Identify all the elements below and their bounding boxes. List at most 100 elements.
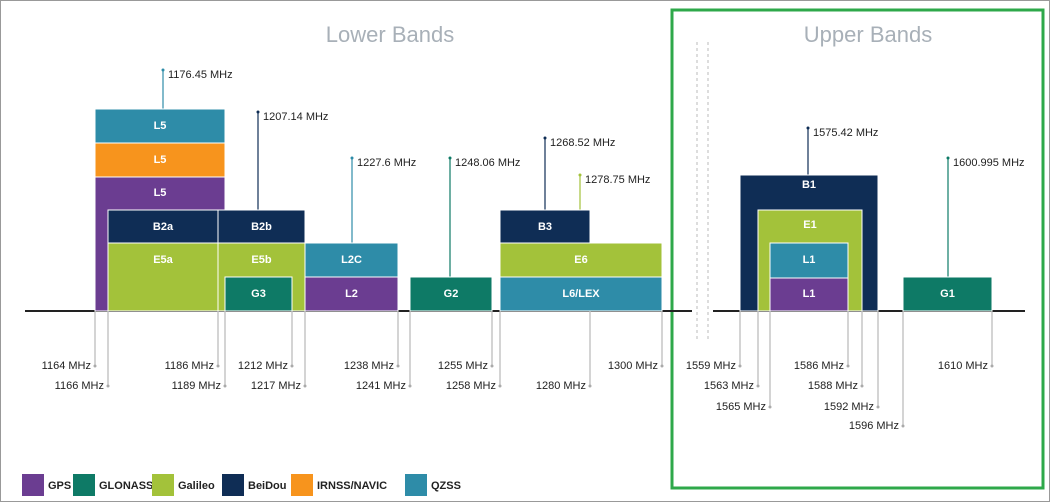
band-edge: 1186 MHz: [165, 360, 214, 372]
edge-dot: [846, 364, 850, 368]
band-edge: 1212 MHz: [238, 360, 288, 372]
marker-dot: [256, 110, 260, 114]
band-edge: 1164 MHz: [42, 360, 91, 372]
legend-label: QZSS: [431, 480, 461, 492]
band-edge: 1559 MHz: [686, 360, 736, 372]
band-edge: 1217 MHz: [251, 380, 301, 392]
edge-dot: [303, 384, 307, 388]
band-edge: 1586 MHz: [794, 360, 844, 372]
block-label: L1: [803, 254, 816, 266]
legend-label: BeiDou: [248, 480, 287, 492]
band-edge: 1592 MHz: [824, 401, 874, 413]
legend-label: GLONASS: [99, 480, 153, 492]
band-edge: 1300 MHz: [608, 360, 658, 372]
center-frequency: 1278.75 MHz: [585, 174, 650, 186]
center-frequency: 1575.42 MHz: [813, 127, 878, 139]
band-block: [499, 242, 663, 278]
legend-swatch: [22, 474, 44, 496]
center-frequency: 1207.14 MHz: [263, 111, 328, 123]
edge-dot: [223, 384, 227, 388]
edge-dot: [290, 364, 294, 368]
edge-dot: [93, 364, 97, 368]
block-label: L5: [154, 187, 167, 199]
upper-band-box: [670, 8, 1045, 490]
block-label: E5b: [251, 254, 271, 266]
marker-dot: [543, 136, 547, 140]
lower-title: Lower Bands: [326, 22, 454, 47]
edge-dot: [768, 405, 772, 409]
band-edge: 1588 MHz: [808, 380, 858, 392]
legend-label: IRNSS/NAVIC: [317, 480, 387, 492]
upper-title: Upper Bands: [804, 22, 932, 47]
legend-swatch: [291, 474, 313, 496]
edge-dot: [876, 405, 880, 409]
block-label: B1: [802, 179, 816, 191]
band-edge: 1596 MHz: [849, 420, 899, 432]
edge-dot: [106, 384, 110, 388]
block-label: L2C: [341, 254, 362, 266]
band-edge: 1563 MHz: [704, 380, 754, 392]
marker-dot: [350, 156, 354, 160]
edge-dot: [660, 364, 664, 368]
band-block: [769, 277, 849, 312]
band-edge: 1610 MHz: [938, 360, 988, 372]
band-block: [499, 276, 663, 312]
block-label: E1: [803, 219, 816, 231]
band-edge: 1258 MHz: [446, 380, 496, 392]
edge-dot: [408, 384, 412, 388]
band-edge: 1241 MHz: [356, 380, 406, 392]
marker-dot: [946, 156, 950, 160]
band-block: [304, 242, 399, 278]
center-frequency: 1268.52 MHz: [550, 137, 615, 149]
block-label: G1: [940, 288, 955, 300]
legend-swatch: [73, 474, 95, 496]
legend-label: GPS: [48, 480, 71, 492]
block-label: L1: [803, 288, 816, 300]
block-label: G2: [444, 288, 459, 300]
legend-swatch: [405, 474, 427, 496]
band-edge: 1565 MHz: [716, 401, 766, 413]
band-block: [107, 242, 219, 312]
band-edge: 1189 MHz: [172, 380, 221, 392]
center-frequency: 1600.995 MHz: [953, 157, 1025, 169]
block-label: B3: [538, 221, 552, 233]
block-label: B2a: [153, 221, 174, 233]
marker-dot: [578, 173, 582, 177]
edge-dot: [738, 364, 742, 368]
block-label: L5: [154, 120, 167, 132]
block-label: E5a: [153, 254, 173, 266]
edge-dot: [860, 384, 864, 388]
center-frequency: 1248.06 MHz: [455, 157, 520, 169]
block-label: E6: [574, 254, 587, 266]
edge-dot: [990, 364, 994, 368]
marker-dot: [806, 126, 810, 130]
marker-dot: [448, 156, 452, 160]
band-edge: 1255 MHz: [438, 360, 488, 372]
edge-dot: [396, 364, 400, 368]
marker-dot: [161, 68, 165, 72]
band-block: [94, 108, 226, 144]
band-edge: 1166 MHz: [55, 380, 104, 392]
band-edge: 1238 MHz: [344, 360, 394, 372]
band-block: [409, 276, 493, 312]
band-block: [902, 276, 993, 312]
block-label: L5: [154, 154, 167, 166]
edge-dot: [498, 384, 502, 388]
edge-dot: [901, 424, 905, 428]
band-block: [499, 209, 591, 244]
center-frequency: 1176.45 MHz: [168, 69, 233, 81]
band-block: [769, 242, 849, 279]
legend-label: Galileo: [178, 480, 215, 492]
block-label: B2b: [251, 221, 272, 233]
content: 1176.45 MHz 1207.14 MHz 1227.6 MHz 1248.06 …: [22, 68, 1025, 496]
edge-dot: [216, 364, 220, 368]
band-block: [304, 276, 399, 312]
center-frequency: 1227.6 MHz: [357, 157, 416, 169]
band-block: [224, 276, 293, 312]
edge-dot: [490, 364, 494, 368]
band-edge: 1280 MHz: [536, 380, 586, 392]
edge-dot: [588, 384, 592, 388]
